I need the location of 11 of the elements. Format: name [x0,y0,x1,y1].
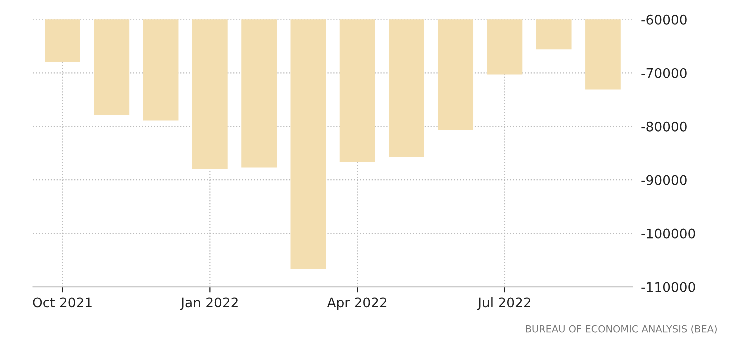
y-tick-label: -90000 [642,175,687,186]
y-tick-label: -80000 [642,122,687,132]
y-tick-label: -60000 [642,14,687,25]
y-tick-label: -70000 [642,68,687,78]
x-tick-label: Jul 2022 [477,297,530,310]
x-tick-label: Apr 2022 [327,298,387,310]
x-tick-label: Oct 2021 [33,298,92,308]
y-tick-label: -110000 [642,282,696,292]
y-tick-label: -100000 [642,228,696,239]
x-tick-label: Jan 2022 [180,298,238,310]
text: BUREAU OF ECONOMIC ANALYSIS (BEA) [526,325,717,334]
